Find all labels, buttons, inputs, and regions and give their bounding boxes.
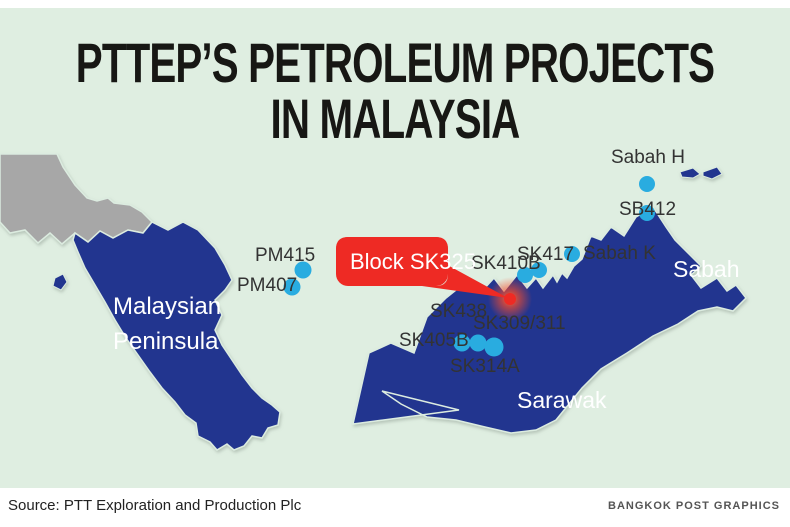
- svg-text:SK309/311: SK309/311: [473, 313, 566, 334]
- svg-text:Sabah: Sabah: [673, 256, 740, 282]
- svg-text:SK314A: SK314A: [450, 356, 520, 377]
- svg-text:PM415: PM415: [255, 245, 315, 266]
- svg-text:Sabah H: Sabah H: [611, 147, 685, 168]
- svg-text:Block SK325: Block SK325: [350, 249, 476, 274]
- svg-text:Sarawak: Sarawak: [517, 387, 607, 413]
- svg-text:Peninsula: Peninsula: [113, 328, 219, 355]
- svg-text:SK405B: SK405B: [399, 330, 469, 351]
- svg-text:SB412: SB412: [619, 199, 676, 220]
- svg-text:PM407: PM407: [237, 275, 297, 296]
- svg-text:Malaysian: Malaysian: [113, 293, 221, 320]
- svg-text:SK417: SK417: [517, 244, 574, 265]
- svg-text:Sabah K: Sabah K: [583, 243, 656, 264]
